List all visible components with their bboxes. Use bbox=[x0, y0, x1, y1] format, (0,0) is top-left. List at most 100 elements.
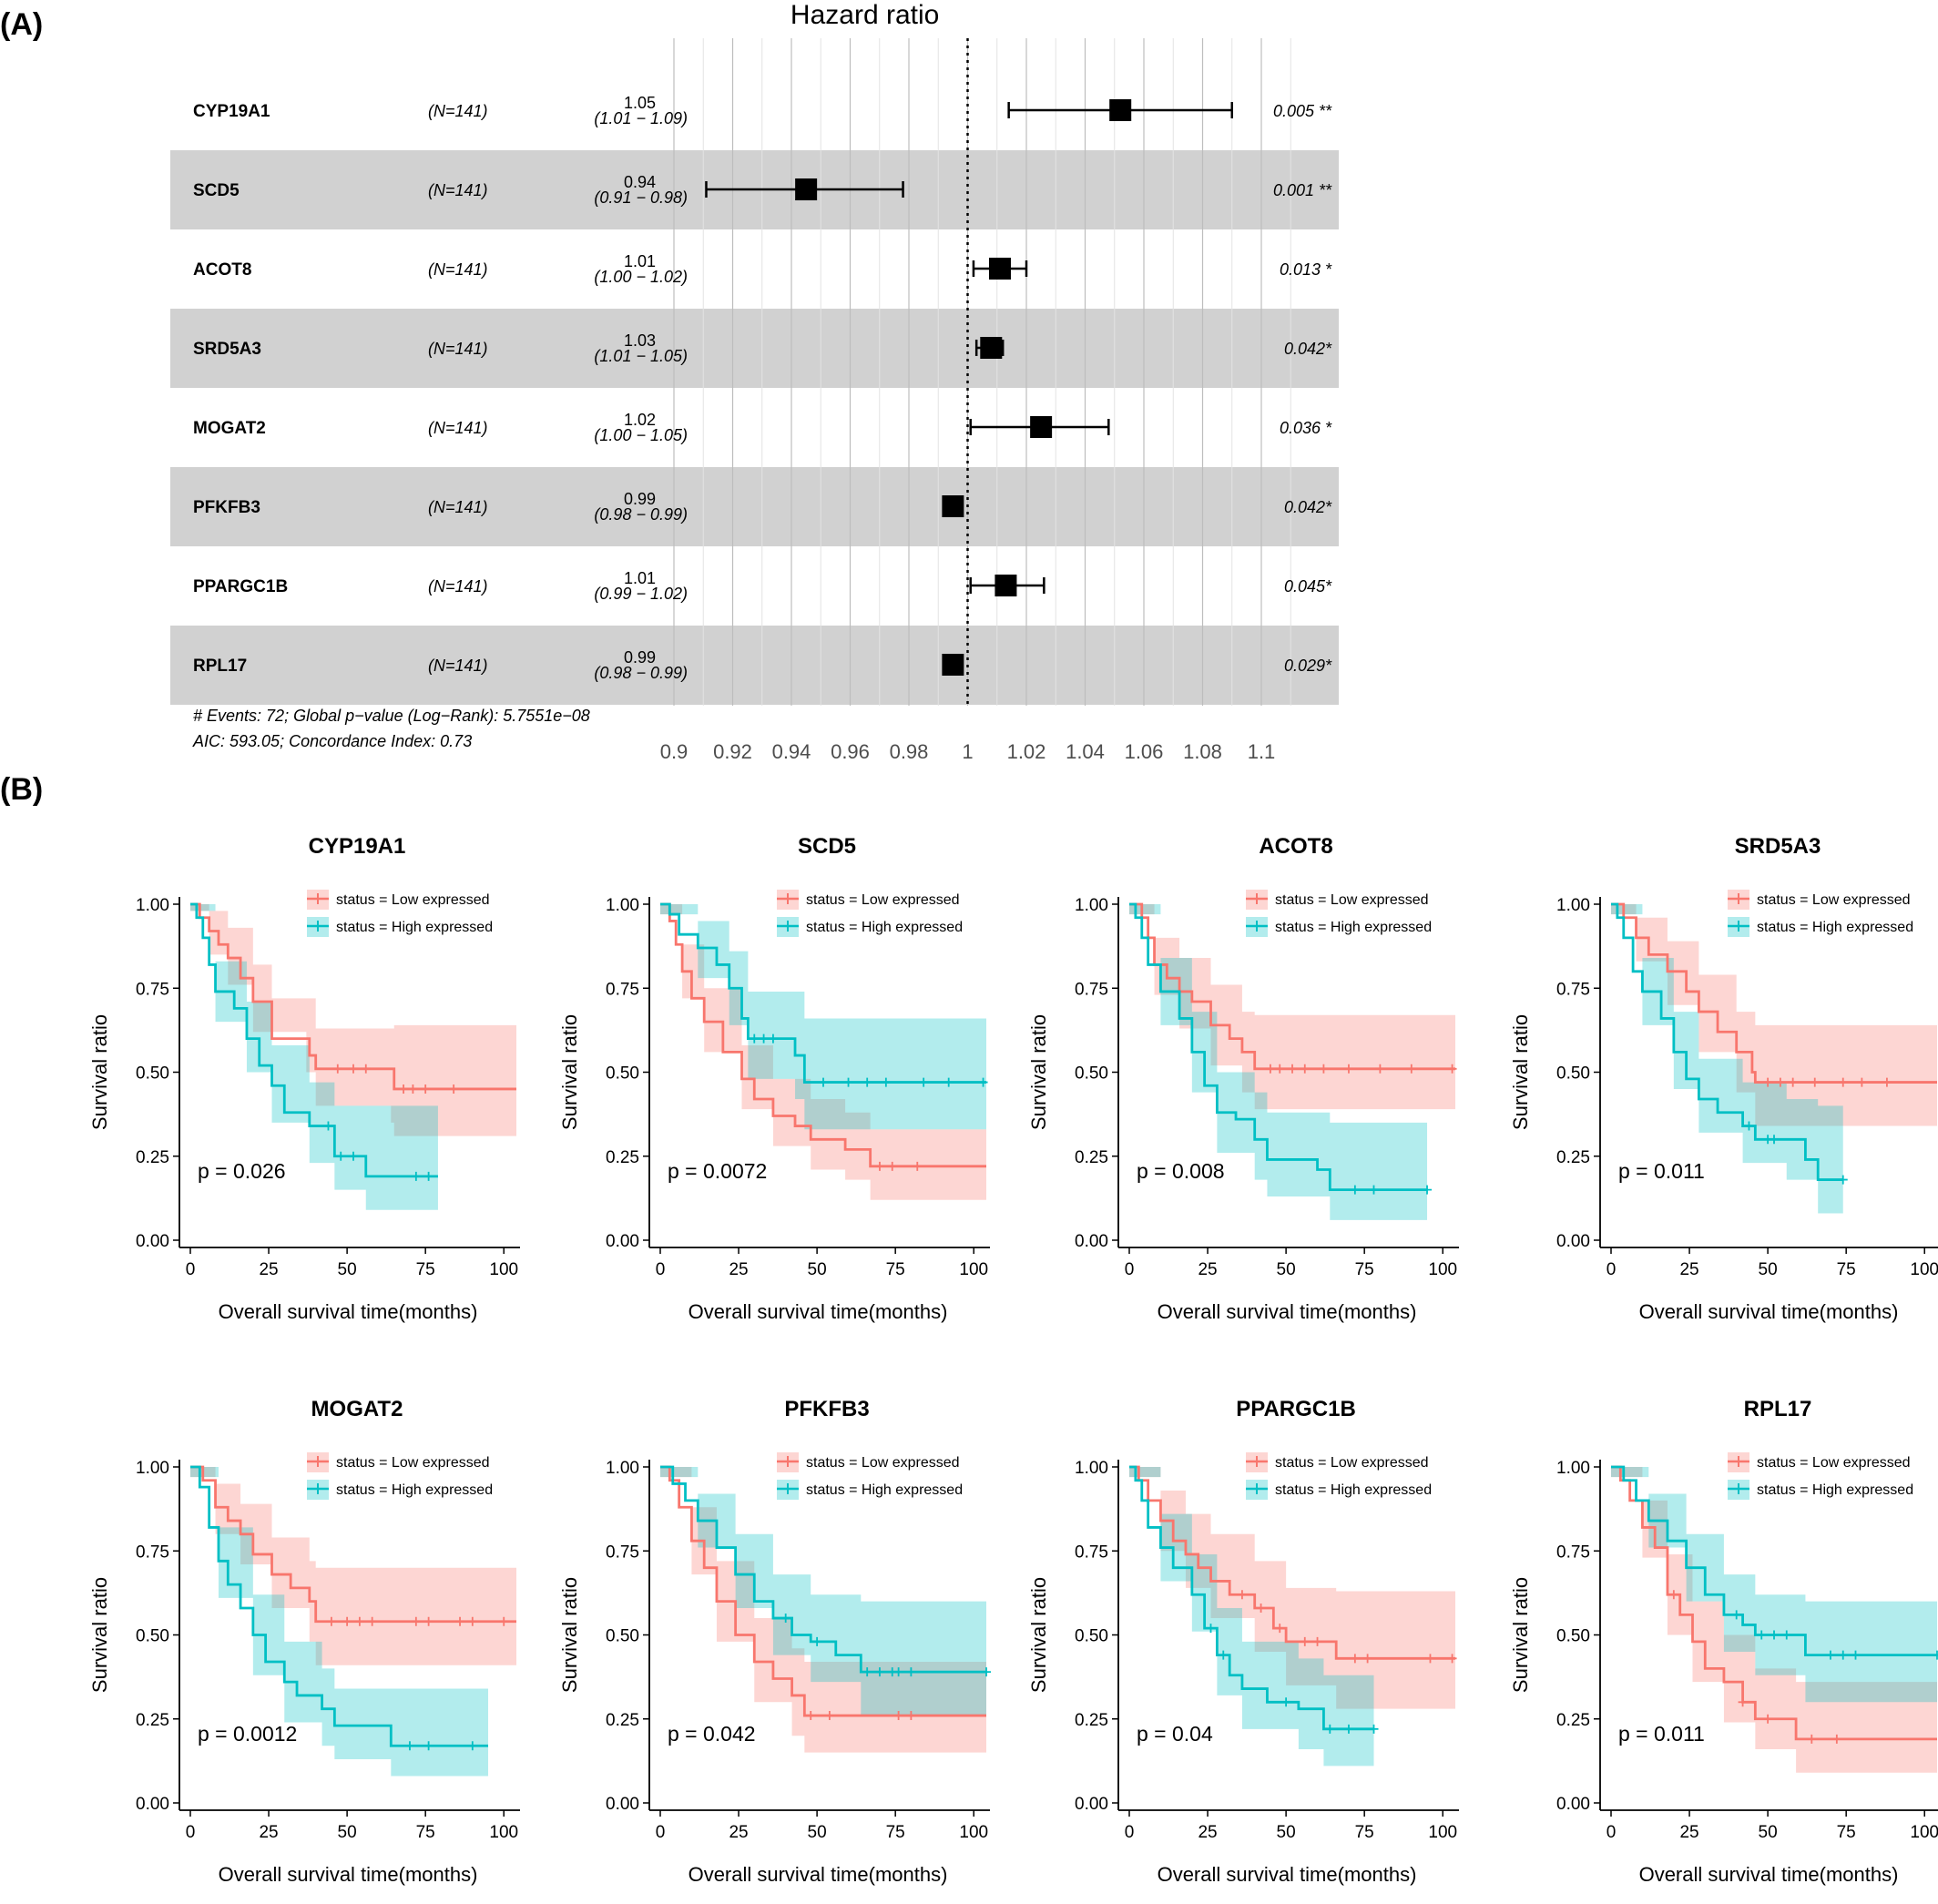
km-censor-low bbox=[326, 1616, 336, 1626]
row-band-rpl17 bbox=[170, 626, 1339, 705]
p-value-ppargc1b: 0.045* bbox=[1284, 577, 1332, 596]
forest-x-tick-label: 0.96 bbox=[831, 740, 870, 763]
km-x-tick-label: 50 bbox=[338, 1260, 357, 1279]
km-y-tick-label: 0.25 bbox=[136, 1148, 169, 1167]
km-x-axis-title: Overall survival time(months) bbox=[688, 1863, 948, 1886]
km-x-tick-label: 25 bbox=[1198, 1260, 1217, 1279]
km-y-tick-label: 1.00 bbox=[136, 1459, 169, 1478]
km-ci-band-high-cyp19a1 bbox=[190, 904, 438, 1210]
km-censor-low bbox=[913, 1161, 923, 1171]
hr-ci-scd5: (0.91 − 0.98) bbox=[594, 188, 688, 207]
km-y-tick-label: 1.00 bbox=[1075, 896, 1108, 915]
km-ci-band-high-ppargc1b bbox=[1129, 1467, 1374, 1767]
forest-title: Hazard ratio bbox=[790, 0, 939, 30]
km-censor-low bbox=[824, 1711, 834, 1721]
km-censor-low bbox=[1300, 1064, 1310, 1074]
hr-marker-srd5a3 bbox=[980, 337, 1003, 359]
forest-x-tick-label: 1 bbox=[962, 740, 973, 763]
gene-label-acot8: ACOT8 bbox=[193, 260, 251, 280]
km-title-acot8: ACOT8 bbox=[1259, 834, 1332, 859]
km-y-tick-label: 0.25 bbox=[606, 1148, 639, 1167]
km-censor-high bbox=[862, 1667, 872, 1677]
km-censor-high bbox=[1933, 1650, 1938, 1660]
hr-ci-ppargc1b: (0.99 − 1.02) bbox=[594, 585, 688, 603]
km-x-tick-label: 75 bbox=[1355, 1823, 1374, 1842]
km-x-tick-label: 0 bbox=[656, 1260, 666, 1279]
legend-label-high: status = High expressed bbox=[1275, 920, 1432, 935]
km-censor-low bbox=[1738, 1697, 1748, 1707]
km-censor-high bbox=[1369, 1724, 1379, 1734]
km-plot-cyp19a1: CYP19A1 0.00 0.25 0.50 0.75 1.00 0 25 50 75 100 Ove… bbox=[88, 834, 520, 1323]
gene-label-mogat2: MOGAT2 bbox=[193, 419, 266, 438]
km-y-tick-label: 1.00 bbox=[136, 896, 169, 915]
km-x-axis-title: Overall survival time(months) bbox=[1158, 1863, 1417, 1886]
km-censor-low bbox=[1343, 1064, 1353, 1074]
km-censor-low bbox=[1288, 1064, 1297, 1074]
km-y-tick-label: 0.50 bbox=[1075, 1064, 1108, 1084]
km-y-tick-label: 0.00 bbox=[1075, 1795, 1108, 1814]
km-x-tick-label: 75 bbox=[886, 1823, 905, 1842]
forest-x-tick-label: 1.08 bbox=[1183, 740, 1222, 763]
hr-ci-rpl17: (0.98 − 0.99) bbox=[594, 664, 688, 682]
hr-marker-cyp19a1 bbox=[1109, 99, 1132, 121]
km-ci-band-high-pfkfb3 bbox=[660, 1467, 986, 1716]
km-title-srd5a3: SRD5A3 bbox=[1735, 834, 1821, 859]
km-curve-high-mogat2 bbox=[190, 1465, 489, 1747]
km-censor-high bbox=[1423, 1185, 1433, 1195]
hr-value-ppargc1b: 1.01 bbox=[624, 569, 656, 587]
p-value-scd5: 0.001 ** bbox=[1273, 181, 1332, 199]
km-x-tick-label: 100 bbox=[489, 1823, 518, 1842]
km-curve-low-scd5 bbox=[660, 902, 986, 1168]
km-plot-pfkfb3: PFKFB3 0.00 0.25 0.50 0.75 1.00 0 25 50 75 100 Over… bbox=[558, 1397, 991, 1886]
km-censor-low bbox=[906, 1711, 916, 1721]
km-x-tick-label: 50 bbox=[1759, 1823, 1778, 1842]
hr-value-scd5: 0.94 bbox=[624, 173, 656, 191]
row-band-srd5a3 bbox=[170, 309, 1339, 388]
km-censor-low bbox=[1265, 1064, 1275, 1074]
legend-label-low: status = Low expressed bbox=[1275, 892, 1429, 908]
km-title-scd5: SCD5 bbox=[798, 834, 856, 859]
km-y-tick-label: 0.75 bbox=[1556, 1543, 1590, 1562]
km-x-tick-label: 75 bbox=[416, 1260, 435, 1279]
hr-marker-ppargc1b bbox=[994, 575, 1017, 596]
hr-value-cyp19a1: 1.05 bbox=[624, 94, 656, 112]
km-censor-low bbox=[1831, 1734, 1841, 1744]
km-x-tick-label: 50 bbox=[1759, 1260, 1778, 1279]
km-y-tick-label: 0.00 bbox=[1556, 1795, 1590, 1814]
km-x-tick-label: 100 bbox=[1910, 1260, 1938, 1279]
km-censor-low bbox=[1300, 1636, 1310, 1646]
km-y-axis-title: Survival ratio bbox=[558, 1577, 581, 1693]
km-curve-high-pfkfb3 bbox=[660, 1465, 986, 1674]
km-title-cyp19a1: CYP19A1 bbox=[309, 834, 406, 859]
km-p-value-pfkfb3: p = 0.042 bbox=[668, 1722, 756, 1746]
km-censor-high bbox=[982, 1667, 991, 1677]
km-x-tick-label: 0 bbox=[1606, 1260, 1617, 1279]
km-censor-high bbox=[1281, 1697, 1291, 1707]
hr-value-rpl17: 0.99 bbox=[624, 648, 656, 667]
km-censor-low bbox=[1375, 1064, 1385, 1074]
hr-marker-scd5 bbox=[795, 178, 818, 200]
hr-marker-mogat2 bbox=[1030, 416, 1053, 438]
n-label-scd5: (N=141) bbox=[428, 181, 488, 199]
km-censor-low bbox=[1447, 1654, 1457, 1664]
km-curve-low-mogat2 bbox=[190, 1465, 516, 1624]
km-censor-low bbox=[1882, 1077, 1892, 1087]
hr-value-srd5a3: 1.03 bbox=[624, 331, 656, 350]
km-x-tick-label: 50 bbox=[1277, 1260, 1296, 1279]
km-x-tick-label: 0 bbox=[186, 1260, 196, 1279]
km-censor-high bbox=[1744, 1121, 1754, 1131]
km-p-value-mogat2: p = 0.0012 bbox=[198, 1722, 297, 1746]
km-y-tick-label: 0.75 bbox=[1556, 980, 1590, 999]
km-x-tick-label: 75 bbox=[1837, 1260, 1856, 1279]
km-censor-low bbox=[874, 1161, 884, 1171]
km-y-tick-label: 0.00 bbox=[606, 1232, 639, 1251]
km-x-tick-label: 25 bbox=[259, 1823, 278, 1842]
forest-x-tick-label: 1.02 bbox=[1007, 740, 1046, 763]
km-p-value-acot8: p = 0.008 bbox=[1137, 1159, 1225, 1183]
km-curve-low-ppargc1b bbox=[1129, 1465, 1455, 1660]
forest-x-tick-label: 1.06 bbox=[1125, 740, 1164, 763]
km-censor-high bbox=[1770, 1135, 1779, 1145]
km-censor-low bbox=[1275, 1624, 1285, 1634]
km-censor-low bbox=[332, 1064, 342, 1074]
